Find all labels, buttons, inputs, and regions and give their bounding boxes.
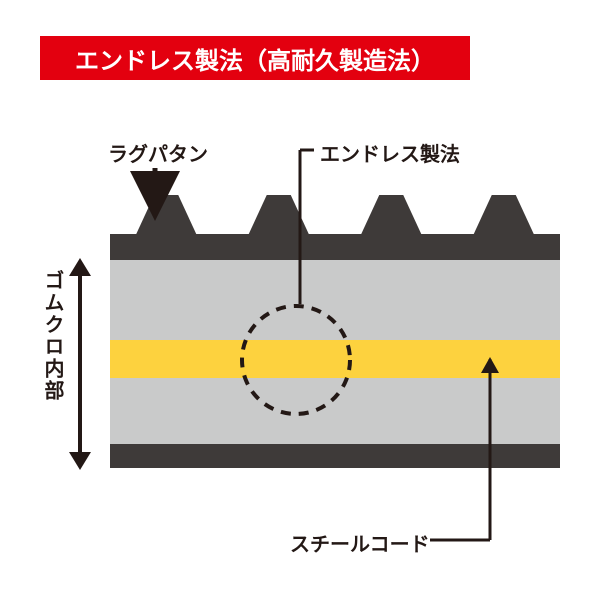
cross-section-diagram [0,0,600,600]
